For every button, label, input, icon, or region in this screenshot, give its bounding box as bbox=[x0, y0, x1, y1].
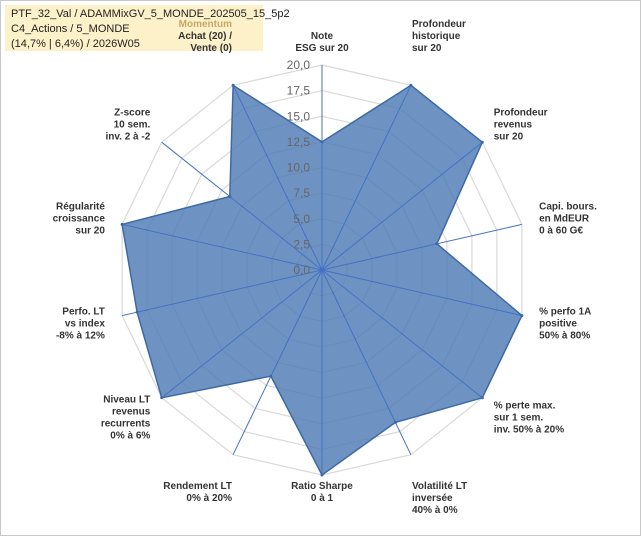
axis-label-line: Profondeur bbox=[494, 108, 548, 119]
axis-spoke bbox=[321, 85, 412, 271]
axis-label-line: positive bbox=[539, 318, 577, 329]
data-point bbox=[160, 396, 164, 400]
tick-label: 10,0 bbox=[287, 161, 311, 175]
axis-label-line: sur 20 bbox=[494, 132, 524, 143]
data-point bbox=[520, 314, 524, 318]
axis-label-11: Régularité croissance sur 20 bbox=[53, 202, 106, 237]
axis-label-line: 40% à 0% bbox=[412, 505, 458, 516]
axis-label-line: historique bbox=[412, 31, 461, 42]
axis-label-line: Régularité bbox=[56, 202, 105, 213]
data-point bbox=[435, 242, 439, 246]
axis-label-13: Momentum Achat (20) / Vente (0) bbox=[178, 19, 232, 54]
title-line-2: C4_Actions / 5_MONDE bbox=[11, 23, 130, 35]
axis-label-8: Rendement LT 0% à 20% bbox=[163, 481, 232, 504]
axis-label-line: sur 1 sem. bbox=[494, 413, 544, 424]
axis-label-line: 10 sem. bbox=[114, 120, 151, 131]
axis-spoke bbox=[321, 269, 483, 399]
axis-label-line: inv. 2 à -2 bbox=[105, 132, 150, 143]
data-point bbox=[480, 140, 484, 144]
axis-label-line: 0% à 20% bbox=[186, 493, 232, 504]
axis-label-3: Capi. bours. en MdEUR 0 à 60 G€ bbox=[539, 202, 597, 237]
axis-label-line: sur 20 bbox=[75, 226, 105, 237]
axis-spoke bbox=[232, 269, 323, 455]
axis-label-line: 0 à 1 bbox=[311, 493, 334, 504]
axis-label-line: revenus bbox=[494, 120, 533, 131]
data-point bbox=[320, 473, 324, 477]
axis-label-line: Note bbox=[311, 31, 334, 42]
axis-label-line: Perfo. LT bbox=[62, 306, 105, 317]
axis-label-line: inversée bbox=[412, 493, 453, 504]
axis-label-9: Niveau LT revenus recurrents 0% à 6% bbox=[101, 395, 151, 442]
data-point bbox=[409, 83, 413, 87]
axis-label-line: Rendement LT bbox=[163, 481, 232, 492]
title-box: PTF_32_Val / ADAMMixGV_5_MONDE_202505_15… bbox=[5, 5, 290, 51]
tick-label: 20,0 bbox=[287, 58, 311, 72]
axis-label-line: % perte max. bbox=[494, 401, 556, 412]
axis-label-12: Z-score 10 sem. inv. 2 à -2 bbox=[105, 108, 150, 143]
data-point bbox=[320, 140, 324, 144]
axis-label-line: 50% à 80% bbox=[539, 330, 590, 341]
axis-spoke bbox=[232, 85, 323, 271]
axis-label-10: Perfo. LT vs index -8% à 12% bbox=[56, 306, 105, 341]
tick-label: 7,5 bbox=[293, 186, 310, 200]
axis-spoke bbox=[321, 269, 412, 455]
axis-spoke bbox=[121, 269, 323, 317]
data-point bbox=[228, 195, 232, 198]
axis-label-line: ESG sur 20 bbox=[295, 43, 349, 54]
tick-label: 17,5 bbox=[287, 84, 311, 98]
data-point bbox=[231, 83, 235, 87]
title-line-3: (14,7% | 6,4%) / 2026W05 bbox=[11, 38, 140, 50]
axis-label-line: revenus bbox=[112, 407, 151, 418]
data-point bbox=[480, 396, 484, 400]
data-point bbox=[393, 420, 397, 424]
title-line-1: PTF_32_Val / ADAMMixGV_5_MONDE_202505_15… bbox=[11, 8, 290, 20]
axis-label-line: Vente (0) bbox=[190, 43, 232, 54]
axis-label-line: en MdEUR bbox=[539, 214, 590, 225]
axis-label-1: Profondeur historique sur 20 bbox=[412, 19, 466, 54]
axis-spoke bbox=[321, 269, 523, 317]
axis-label-line: Volatilité LT bbox=[412, 481, 467, 492]
axis-label-4: % perfo 1A positive 50% à 80% bbox=[539, 306, 591, 341]
axis-spoke bbox=[161, 141, 323, 271]
axis-label-line: vs index bbox=[65, 318, 105, 329]
axis-label-line: sur 20 bbox=[412, 43, 442, 54]
axis-label-0: Note ESG sur 20 bbox=[295, 31, 349, 54]
axis-label-line: recurrents bbox=[101, 419, 151, 430]
axis-label-line: 0 à 60 G€ bbox=[539, 226, 583, 237]
axis-label-line: Ratio Sharpe bbox=[291, 481, 353, 492]
data-point bbox=[269, 374, 273, 378]
axis-label-line: Profondeur bbox=[412, 19, 466, 30]
data-point bbox=[135, 310, 139, 314]
tick-label: 15,0 bbox=[287, 109, 311, 123]
axis-label-7: Ratio Sharpe 0 à 1 bbox=[291, 481, 353, 504]
axis-label-5: % perte max. sur 1 sem. inv. 50% à 20% bbox=[494, 401, 565, 436]
data-point bbox=[120, 222, 124, 226]
axis-label-6: Volatilité LT inversée 40% à 0% bbox=[412, 481, 467, 516]
axis-label-line: Capi. bours. bbox=[539, 202, 597, 213]
axis-label-line: Momentum bbox=[179, 19, 232, 30]
axis-spoke bbox=[161, 269, 323, 399]
axis-label-2: Profondeur revenus sur 20 bbox=[494, 108, 548, 143]
axis-label-line: Achat (20) / bbox=[178, 31, 232, 42]
axis-label-line: -8% à 12% bbox=[56, 330, 105, 341]
axis-label-line: % perfo 1A bbox=[539, 306, 591, 317]
axis-spoke bbox=[321, 141, 483, 271]
tick-label: 2,5 bbox=[293, 237, 310, 251]
axis-label-line: croissance bbox=[53, 214, 106, 225]
tick-label: 12,5 bbox=[287, 135, 311, 149]
axis-label-line: inv. 50% à 20% bbox=[494, 425, 565, 436]
axis-label-line: Z-score bbox=[114, 108, 151, 119]
axis-spoke bbox=[121, 223, 323, 271]
axis-label-line: Niveau LT bbox=[103, 395, 150, 406]
tick-label: 5,0 bbox=[293, 212, 310, 226]
axis-spoke bbox=[321, 223, 523, 271]
tick-label: 0,0 bbox=[293, 263, 310, 277]
axis-label-line: 0% à 6% bbox=[110, 431, 150, 442]
